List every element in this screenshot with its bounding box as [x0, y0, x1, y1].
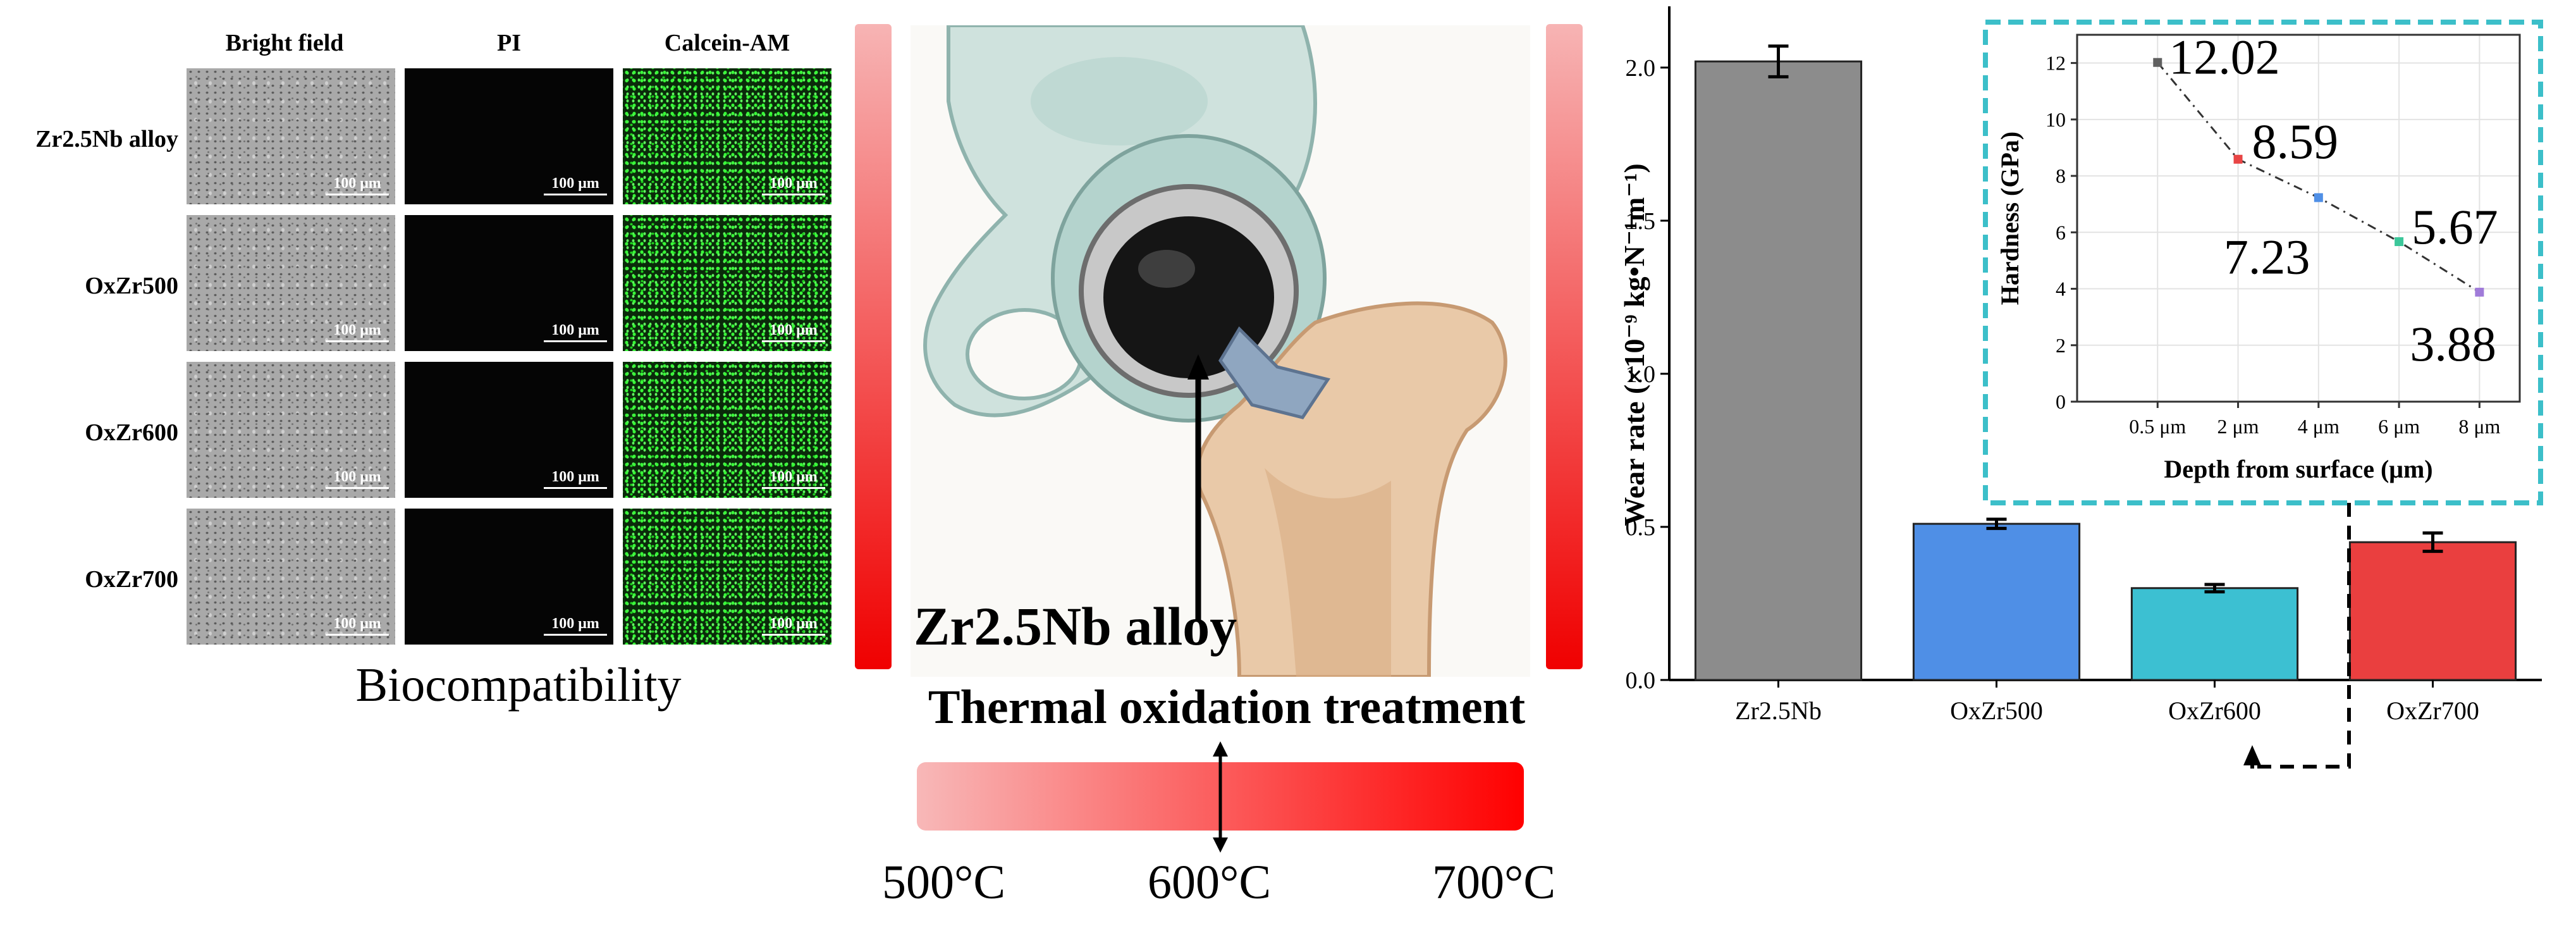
- bar-y-tick-label: 0.5: [1626, 514, 1656, 541]
- micrograph-pi: 100 μm: [405, 215, 613, 351]
- pelvis-shade: [1031, 57, 1208, 145]
- inset-x-tick-label: 2 μm: [2217, 415, 2259, 438]
- hardness-marker: [2233, 154, 2243, 164]
- inset-y-tick-label: 6: [2056, 221, 2066, 244]
- inset-connector: [2256, 503, 2351, 769]
- micrograph-bright-field: 100 μm: [187, 215, 395, 351]
- scale-bar: 100 μm: [326, 175, 389, 195]
- micrograph-pi: 100 μm: [405, 362, 613, 498]
- hardness-value-label: 12.02: [2169, 30, 2280, 85]
- hardness-marker: [2395, 237, 2404, 247]
- scale-bar: 100 μm: [762, 469, 825, 489]
- indicator-head-up: [1213, 741, 1228, 757]
- scale-bar: 100 μm: [762, 322, 825, 342]
- micrograph-pi: 100 μm: [405, 68, 613, 204]
- scale-bar: 100 μm: [544, 469, 607, 489]
- col-header-calcein: Calcein-AM: [664, 30, 790, 56]
- scale-bar: 100 μm: [326, 615, 389, 636]
- gradient-bar-left: [855, 24, 892, 669]
- temp-label-500: 500°C: [882, 856, 1006, 909]
- temp-label-600: 600°C: [1148, 856, 1272, 909]
- implant-neck: [1218, 326, 1331, 419]
- inset-y-axis-label: Hardness (GPa): [1996, 132, 2024, 305]
- scale-bar: 100 μm: [326, 469, 389, 489]
- bar-x-tick-label: OxZr700: [2386, 696, 2479, 725]
- micrograph-bright-field: 100 μm: [187, 509, 395, 645]
- micrograph-bright-field: 100 μm: [187, 68, 395, 204]
- inset-y-tick-label: 0: [2056, 390, 2066, 413]
- bar-y-tick-label: 1.5: [1626, 208, 1656, 235]
- inset-y-tick-label: 8: [2056, 164, 2066, 187]
- scale-bar: 100 μm: [326, 322, 389, 342]
- col-header-bright-field: Bright field: [225, 30, 344, 56]
- femoral-head-highlight: [1138, 250, 1195, 288]
- row-label-oxzr700: OxZr700: [85, 566, 178, 593]
- scale-bar: 100 μm: [544, 615, 607, 636]
- inset-x-tick-label: 8 μm: [2458, 415, 2500, 438]
- hardness-value-label: 8.59: [2252, 114, 2339, 169]
- row-label-oxzr600: OxZr600: [85, 419, 178, 446]
- inset-y-tick-label: 10: [2045, 108, 2066, 131]
- inset-y-tick-label: 12: [2045, 52, 2066, 75]
- treatment-label: Thermal oxidation treatment: [928, 681, 1526, 734]
- hardness-marker: [2153, 58, 2162, 67]
- indicator-head-down: [1213, 837, 1228, 853]
- micrograph-calcein: 100 μm: [623, 215, 831, 351]
- row-label-zr25nb: Zr2.5Nb alloy: [35, 126, 178, 152]
- temp-label-700: 700°C: [1432, 856, 1556, 909]
- hardness-value-label: 3.88: [2410, 316, 2496, 371]
- femur-shade: [1265, 468, 1391, 677]
- scale-bar: 100 μm: [762, 615, 825, 636]
- hip-implant-illustration: [911, 25, 1530, 677]
- inset-plot-frame: [2076, 34, 2521, 403]
- micrograph-calcein: 100 μm: [623, 509, 831, 645]
- scale-bar: 100 μm: [544, 322, 607, 342]
- inset-x-tick-label: 0.5 μm: [2129, 415, 2186, 438]
- scale-bar: 100 μm: [762, 175, 825, 195]
- scale-bar: 100 μm: [544, 175, 607, 195]
- row-label-oxzr500: OxZr500: [85, 273, 178, 299]
- inset-y-tick-label: 4: [2056, 278, 2066, 300]
- micrograph-calcein: 100 μm: [623, 362, 831, 498]
- wear-bar: [1912, 522, 2081, 681]
- gradient-bar-right: [1546, 24, 1583, 669]
- bar-y-tick-label: 0.0: [1626, 667, 1656, 694]
- alloy-label: Zr2.5Nb alloy: [914, 596, 1237, 657]
- bar-x-tick-label: OxZr500: [1950, 696, 2043, 725]
- wear-bar: [2130, 587, 2299, 681]
- bar-y-tick-label: 2.0: [1626, 55, 1656, 82]
- temperature-indicator-arrow: [1213, 741, 1228, 853]
- hardness-marker: [2314, 193, 2323, 202]
- hardness-value-label: 7.23: [2224, 229, 2310, 284]
- wear-bar: [2348, 541, 2517, 681]
- inset-y-tick-label: 2: [2056, 334, 2066, 357]
- hardness-marker: [2475, 287, 2484, 297]
- bar-x-tick-label: OxZr600: [2168, 696, 2261, 725]
- micrograph-pi: 100 μm: [405, 509, 613, 645]
- inset-x-tick-label: 4 μm: [2298, 415, 2340, 438]
- inset-x-tick-label: 6 μm: [2378, 415, 2420, 438]
- hardness-inset-chart: Hardness (GPa) Depth from surface (μm) 0…: [1983, 20, 2543, 505]
- bar-y-axis-label: Wear rate (×10⁻⁹ kg•N⁻¹m⁻¹): [1618, 163, 1650, 526]
- biocompatibility-caption: Biocompatibility: [355, 658, 682, 712]
- col-header-pi: PI: [497, 30, 521, 56]
- hardness-value-label: 5.67: [2412, 199, 2498, 254]
- micrograph-calcein: 100 μm: [623, 68, 831, 204]
- bar-x-tick-label: Zr2.5Nb: [1735, 696, 1822, 725]
- bar-y-tick-label: 1.0: [1626, 361, 1656, 388]
- wear-bar: [1694, 60, 1863, 681]
- wear-rate-bar-chart: Wear rate (×10⁻⁹ kg•N⁻¹m⁻¹) 0.0 0.5 1.0 1.5…: [1618, 6, 2542, 725]
- pointer-arrow-head: [1187, 354, 1209, 380]
- inset-x-axis-label: Depth from surface (μm): [2164, 455, 2432, 483]
- micrograph-bright-field: 100 μm: [187, 362, 395, 498]
- connector-arrow-head: [2243, 745, 2261, 765]
